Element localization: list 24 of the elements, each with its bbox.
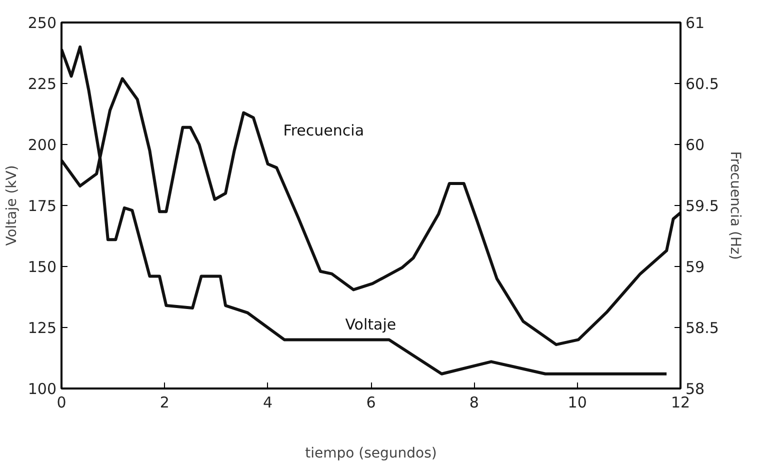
- x-tick-label: 6: [366, 394, 376, 412]
- x-tick-label: 8: [469, 394, 479, 412]
- series-label: Frecuencia: [283, 122, 364, 140]
- x-tick-label: 10: [568, 394, 587, 412]
- y-axis-title: Voltaje (kV): [4, 165, 20, 246]
- series-label: Voltaje: [345, 316, 396, 334]
- y2-axis-title: Frecuencia (Hz): [726, 151, 743, 260]
- y-tick-label: 200: [28, 136, 57, 154]
- x-tick-label: 2: [160, 394, 170, 412]
- y-tick-label: 150: [28, 258, 57, 276]
- y2-tick-label: 60: [686, 136, 705, 154]
- y-tick-label: 175: [28, 197, 57, 215]
- y-tick-label: 250: [28, 14, 57, 32]
- x-tick-label: 0: [56, 394, 66, 412]
- y2-tick-label: 58.5: [686, 319, 719, 337]
- y-tick-label: 225: [28, 75, 57, 93]
- y-tick-label: 100: [28, 380, 57, 398]
- x-tick-label: 4: [263, 394, 273, 412]
- y2-tick-label: 60.5: [686, 75, 719, 93]
- x-axis-title: tiempo (segundos): [305, 446, 437, 462]
- y2-tick-label: 59.5: [686, 197, 719, 215]
- y-tick-label: 125: [28, 319, 57, 337]
- y2-tick-label: 61: [686, 14, 705, 32]
- y2-tick-label: 59: [686, 258, 705, 276]
